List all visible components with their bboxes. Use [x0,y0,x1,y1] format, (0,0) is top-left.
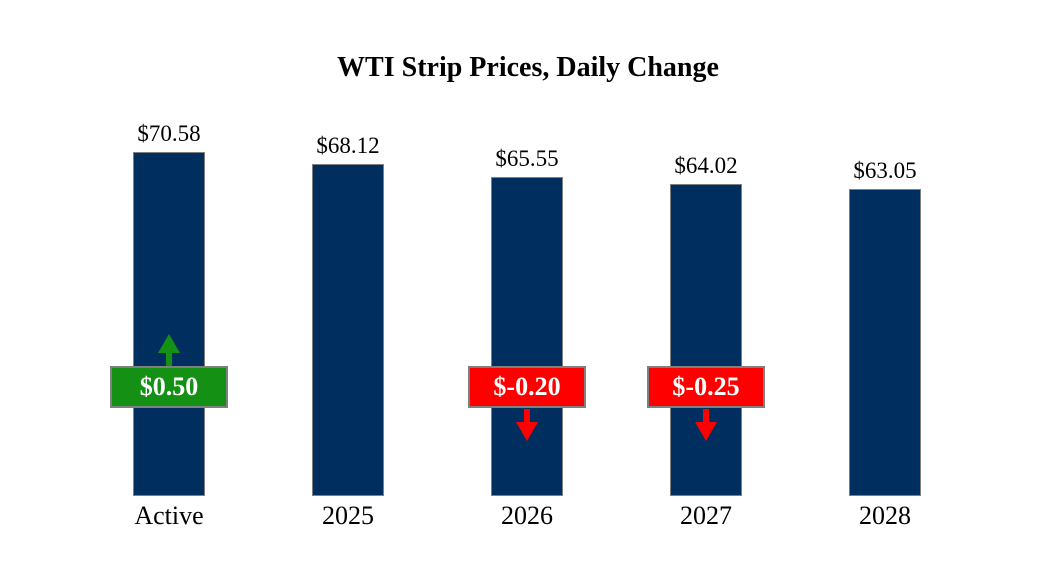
down-arrow-icon [695,409,717,441]
bar-2027 [670,184,742,496]
up-arrow-icon [158,334,180,366]
bar-2028 [849,189,921,496]
bar-2025 [312,164,384,496]
change-badge-negative: $-0.20 [468,366,586,408]
bar-value-label: $68.12 [316,133,380,159]
change-badge-negative: $-0.25 [647,366,765,408]
bar-active [133,152,205,496]
down-arrow-icon [516,409,538,441]
bar-2026 [491,176,563,496]
bar-value-label: $65.55 [495,145,559,171]
bar-value-label: $63.05 [853,158,917,184]
bar-value-label: $70.58 [137,121,201,147]
category-label: 2025 [322,501,374,530]
category-label: Active [134,501,204,530]
category-label: 2026 [501,501,553,530]
chart-title: WTI Strip Prices, Daily Change [337,52,719,83]
category-label: 2027 [680,501,732,530]
bar-value-label: $64.02 [674,153,738,179]
change-badge-positive: $0.50 [110,366,228,408]
category-label: 2028 [859,501,911,530]
